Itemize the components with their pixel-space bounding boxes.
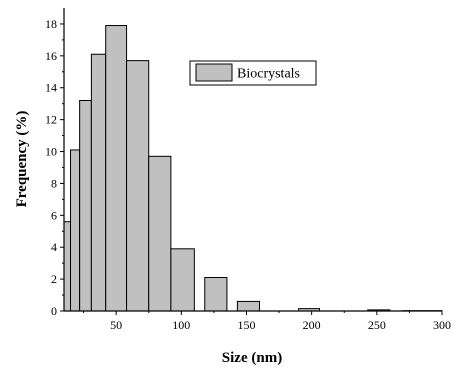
y-ticks-group: 0 2 4 6 8 10 12 14 16 18: [45, 17, 64, 318]
histogram-bar-2: [79, 99, 92, 312]
histogram-bar-1: [70, 149, 81, 312]
histogram-bar-9: [236, 300, 261, 312]
histogram-bar-6: [148, 155, 172, 312]
histogram-bar-5: [126, 60, 150, 312]
x-tick-label-2: 150: [237, 318, 255, 332]
x-ticks-group: 50 100 150 200 250 300: [83, 311, 451, 332]
legend: Biocrystals: [189, 60, 317, 86]
x-tick-label-5: 300: [433, 318, 451, 332]
x-tick-label-3: 200: [303, 318, 321, 332]
histogram-bar-7: [170, 248, 195, 312]
x-tick-label-4: 250: [368, 318, 386, 332]
legend-label: Biocrystals: [237, 67, 300, 82]
y-tick-label-4: 8: [51, 176, 57, 190]
legend-swatch: [195, 63, 233, 82]
histogram-bar-0: [63, 221, 72, 312]
y-tick-label-6: 12: [45, 113, 57, 127]
y-tick-label-9: 18: [45, 17, 57, 31]
y-tick-label-2: 4: [51, 240, 57, 254]
y-tick-label-5: 10: [45, 145, 57, 159]
histogram-bar-8: [204, 277, 228, 312]
y-tick-label-0: 0: [51, 304, 57, 318]
axes-group: [63, 8, 442, 312]
x-tick-label-1: 100: [172, 318, 190, 332]
histogram-bar-3: [90, 53, 107, 312]
y-tick-label-1: 2: [51, 272, 57, 286]
y-tick-label-3: 6: [51, 208, 57, 222]
x-tick-label-0: 50: [110, 318, 122, 332]
x-axis-title: Size (nm): [222, 350, 282, 366]
y-tick-label-8: 16: [45, 49, 57, 63]
histogram-bar-4: [105, 25, 128, 312]
y-axis-title: Frequency (%): [14, 111, 30, 208]
y-tick-label-7: 14: [45, 81, 57, 95]
